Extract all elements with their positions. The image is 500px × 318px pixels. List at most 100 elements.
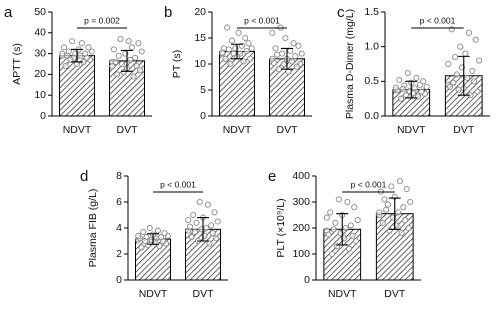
data-point bbox=[383, 206, 390, 213]
y-tick-label: 2 bbox=[116, 248, 122, 260]
data-point bbox=[161, 230, 168, 237]
data-point bbox=[328, 250, 336, 258]
data-point bbox=[188, 234, 195, 241]
p-value: p = 0.002 bbox=[84, 15, 120, 25]
data-point bbox=[388, 183, 395, 190]
data-point bbox=[88, 48, 95, 55]
y-tick-label: 0 bbox=[40, 110, 46, 122]
data-point bbox=[117, 35, 124, 43]
data-point bbox=[450, 79, 457, 86]
data-point bbox=[352, 237, 360, 245]
error-bar bbox=[281, 47, 293, 70]
panel-letter: b bbox=[164, 4, 172, 21]
data-point bbox=[135, 40, 142, 47]
data-point bbox=[222, 55, 229, 62]
data-point bbox=[115, 52, 122, 59]
error-bar bbox=[147, 233, 159, 245]
data-point bbox=[476, 57, 483, 64]
data-point bbox=[203, 224, 210, 232]
data-point bbox=[112, 58, 119, 65]
y-tick-label: 50 bbox=[34, 6, 46, 18]
y-tick-label: 6 bbox=[116, 196, 122, 208]
y-tick-label: 40 bbox=[34, 27, 46, 39]
data-point bbox=[396, 178, 403, 185]
y-tick-label: 0 bbox=[304, 274, 310, 286]
data-point bbox=[396, 76, 403, 83]
data-point bbox=[141, 237, 148, 245]
data-point bbox=[292, 53, 299, 60]
data-point bbox=[472, 36, 479, 43]
data-point bbox=[230, 50, 237, 57]
y-tick-label: 5 bbox=[200, 84, 206, 96]
data-point bbox=[185, 217, 192, 224]
bar bbox=[219, 51, 255, 117]
error-bar bbox=[121, 49, 133, 72]
data-point bbox=[193, 219, 200, 226]
y-tick-label: 20 bbox=[194, 6, 206, 18]
data-point bbox=[423, 83, 430, 90]
data-point bbox=[418, 88, 425, 95]
y-axis-label: Plasma D-Dimer (mg/L) bbox=[344, 9, 356, 119]
error-bar bbox=[336, 213, 349, 246]
data-point bbox=[219, 49, 226, 56]
data-point bbox=[346, 245, 353, 252]
data-point bbox=[445, 60, 452, 68]
y-tick-label: 1.5 bbox=[364, 6, 379, 18]
p-value: p < 0.001 bbox=[244, 15, 280, 25]
data-point bbox=[69, 38, 76, 45]
data-point bbox=[208, 222, 215, 229]
data-point bbox=[403, 92, 410, 99]
data-point bbox=[125, 38, 132, 45]
data-point bbox=[211, 209, 218, 216]
y-tick-label: 300 bbox=[292, 196, 310, 208]
data-point bbox=[269, 29, 276, 36]
data-point bbox=[404, 69, 411, 77]
x-tick-label: DVT bbox=[193, 288, 215, 300]
data-point bbox=[127, 56, 134, 63]
data-point bbox=[138, 48, 145, 55]
data-point bbox=[275, 66, 282, 73]
data-point bbox=[397, 95, 405, 102]
y-tick-label: 0.5 bbox=[364, 75, 379, 87]
data-point bbox=[470, 78, 478, 85]
data-point bbox=[344, 198, 351, 206]
x-tick-label: NDVT bbox=[63, 124, 92, 136]
data-point bbox=[62, 63, 69, 70]
y-tick-label: 20 bbox=[34, 68, 46, 80]
data-point bbox=[158, 234, 165, 241]
y-tick-label: 10 bbox=[194, 58, 206, 70]
error-bar bbox=[231, 43, 243, 60]
y-tick-label: 0.0 bbox=[364, 110, 379, 122]
x-tick-label: NDVT bbox=[139, 288, 168, 300]
data-point bbox=[145, 241, 152, 248]
data-point bbox=[405, 224, 412, 232]
data-point bbox=[298, 50, 305, 57]
data-point bbox=[351, 204, 358, 211]
data-point bbox=[248, 45, 255, 52]
y-axis-label: PT (s) bbox=[171, 50, 183, 78]
data-point bbox=[455, 86, 462, 93]
x-tick-label: NDVT bbox=[397, 124, 426, 136]
error-bar bbox=[197, 217, 209, 242]
data-point bbox=[465, 29, 472, 36]
data-point bbox=[376, 209, 383, 216]
p-value: p < 0.001 bbox=[160, 179, 196, 189]
x-tick-label: DVT bbox=[384, 288, 406, 300]
data-point bbox=[392, 84, 399, 91]
data-point bbox=[133, 63, 140, 70]
data-point bbox=[78, 40, 85, 47]
data-point bbox=[280, 60, 287, 68]
data-point bbox=[272, 45, 279, 52]
data-point bbox=[282, 34, 289, 42]
data-point bbox=[245, 40, 252, 47]
data-point bbox=[154, 227, 161, 234]
y-axis-label: Plasma FIB (g/L) bbox=[87, 189, 99, 268]
x-tick-label: DVT bbox=[117, 124, 139, 136]
data-point bbox=[330, 226, 337, 233]
data-point bbox=[60, 44, 67, 51]
data-point bbox=[325, 231, 332, 238]
data-point bbox=[156, 243, 163, 250]
error-bar bbox=[405, 80, 418, 99]
data-point bbox=[274, 51, 281, 58]
p-value: p < 0.001 bbox=[420, 15, 456, 25]
